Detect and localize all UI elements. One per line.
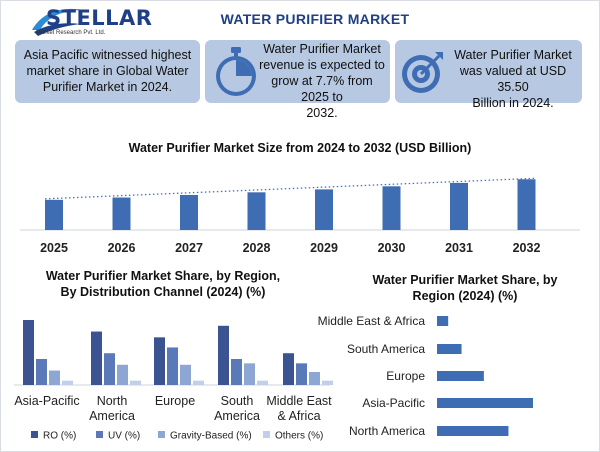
- chart-2-legend-label: Gravity-Based (%): [170, 431, 252, 442]
- chart-2-tick-label: Europe: [155, 394, 195, 408]
- chart-2-title: Water Purifier Market Share, by Region, …: [18, 268, 308, 300]
- chart-1-tick-label: 2028: [243, 241, 271, 255]
- chart-2-bar: [154, 337, 165, 385]
- chart-1-bar: [382, 186, 401, 230]
- info-box-3-line: was valued at USD 35.50: [459, 64, 567, 94]
- page-title: WATER PURIFIER MARKET: [220, 11, 410, 27]
- chart-2-tick-label: South America: [214, 394, 260, 423]
- info-box-1-line: Asia Pacific witnessed highest: [23, 48, 192, 62]
- chart-1-tick-label: 2026: [108, 241, 136, 255]
- chart-2-tick-label: North America: [89, 394, 135, 423]
- chart-2-bar: [309, 372, 320, 385]
- info-box-3-line: Water Purifier Market: [454, 48, 572, 62]
- chart-1-bar: [112, 197, 131, 230]
- chart-1-tick-label: 2025: [40, 241, 68, 255]
- chart-2-bar: [244, 363, 255, 385]
- chart-2-bar: [62, 380, 73, 385]
- logo-swoosh-icon: [32, 8, 84, 36]
- info-box-3: Water Purifier Market was valued at USD …: [395, 40, 582, 110]
- chart-3-title: Water Purifier Market Share, by Region (…: [340, 272, 590, 304]
- chart-1-bar: [517, 179, 536, 230]
- chart-2-bar: [283, 353, 294, 385]
- chart-1-tick-label: 2031: [445, 241, 473, 255]
- chart-1-bar: [45, 199, 63, 230]
- chart-1-bar: [450, 182, 468, 230]
- info-box-1-text: Asia Pacific witnessed highest market sh…: [15, 47, 200, 95]
- chart-2-bar: [36, 359, 47, 385]
- chart-2-legend-swatch: [263, 431, 270, 438]
- chart-2-legend-label: UV (%): [108, 431, 140, 442]
- chart-2-title-text: Water Purifier Market Share, by Region, …: [45, 269, 281, 299]
- chart-2-bar: [180, 364, 191, 385]
- chart-2-legend-swatch: [96, 431, 103, 438]
- info-box-1-line: Purifier Market in 2024.: [42, 80, 173, 94]
- chart-3-tick-label: Middle East & Africa: [318, 314, 426, 328]
- info-box-2-line: Water Purifier Market: [263, 42, 381, 56]
- chart-2-bar: [231, 359, 242, 385]
- stellar-logo: [28, 4, 138, 38]
- chart-3-bar: [437, 344, 462, 354]
- chart-2-legend-label: Others (%): [275, 431, 323, 442]
- chart-1-bar: [180, 195, 198, 230]
- chart-2-bar: [91, 331, 102, 385]
- chart-2-bar: [218, 325, 229, 385]
- chart-2-legend-label: RO (%): [43, 431, 76, 442]
- chart-3-bar: [437, 371, 484, 381]
- info-box-2-text: Water Purifier Market revenue is expecte…: [257, 41, 387, 121]
- target-icon: [402, 52, 443, 93]
- chart-2-bar: [193, 380, 204, 385]
- chart-3-title-text: Water Purifier Market Share, by Region (…: [372, 273, 558, 303]
- chart-1-tick-label: 2029: [310, 241, 338, 255]
- chart-1-trendline: [44, 177, 536, 200]
- chart-1-tick-label: 2030: [378, 241, 406, 255]
- chart-2-tick-label: Asia-Pacific: [14, 394, 79, 408]
- chart-1-bar: [247, 192, 266, 230]
- chart-3-tick-label: South America: [347, 342, 425, 356]
- brand-name: STELLAR: [46, 6, 153, 30]
- chart-1-tick-label: 2032: [513, 241, 541, 255]
- info-box-2: Water Purifier Market revenue is expecte…: [205, 40, 390, 120]
- chart-2-bar: [257, 380, 268, 385]
- chart-2-bar: [117, 364, 128, 385]
- chart-2-bar: [104, 353, 115, 385]
- chart-2-tick-label: Middle East & Africa: [266, 394, 332, 423]
- chart-2-bar: [49, 370, 60, 385]
- info-box-3-text: Water Purifier Market was valued at USD …: [447, 47, 579, 111]
- chart-3-tick-label: Asia-Pacific: [362, 396, 425, 410]
- info-box-1-line: market share in Global Water: [26, 64, 189, 78]
- chart-2-legend-swatch: [158, 431, 165, 438]
- chart-1-tick-label: 2027: [175, 241, 203, 255]
- chart-2-bar: [130, 380, 141, 385]
- chart-1-title: Water Purifier Market Size from 2024 to …: [128, 141, 472, 155]
- chart-3-bar: [437, 398, 533, 408]
- chart-3-bar: [437, 426, 509, 436]
- chart-2-bar: [167, 347, 178, 385]
- chart-2-legend-swatch: [31, 431, 38, 438]
- info-box-3-line: Billion in 2024.: [472, 96, 554, 110]
- info-box-2-line: 2032.: [306, 106, 338, 120]
- stopwatch-icon: [216, 47, 256, 96]
- chart-2-bar: [322, 380, 333, 385]
- chart-2-bar: [296, 363, 307, 385]
- chart-3-tick-label: North America: [349, 424, 425, 438]
- chart-3-tick-label: Europe: [386, 369, 425, 383]
- info-box-2-line: revenue is expected to: [259, 58, 385, 72]
- brand-subtitle: Market Research Pvt. Ltd.: [36, 30, 106, 36]
- chart-3-bar: [437, 316, 449, 326]
- info-box-2-line: grow at 7.7% from 2025 to: [271, 74, 373, 104]
- chart-1-bar: [315, 189, 333, 230]
- info-box-1: Asia Pacific witnessed highest market sh…: [15, 40, 200, 103]
- chart-2-bar: [23, 320, 34, 385]
